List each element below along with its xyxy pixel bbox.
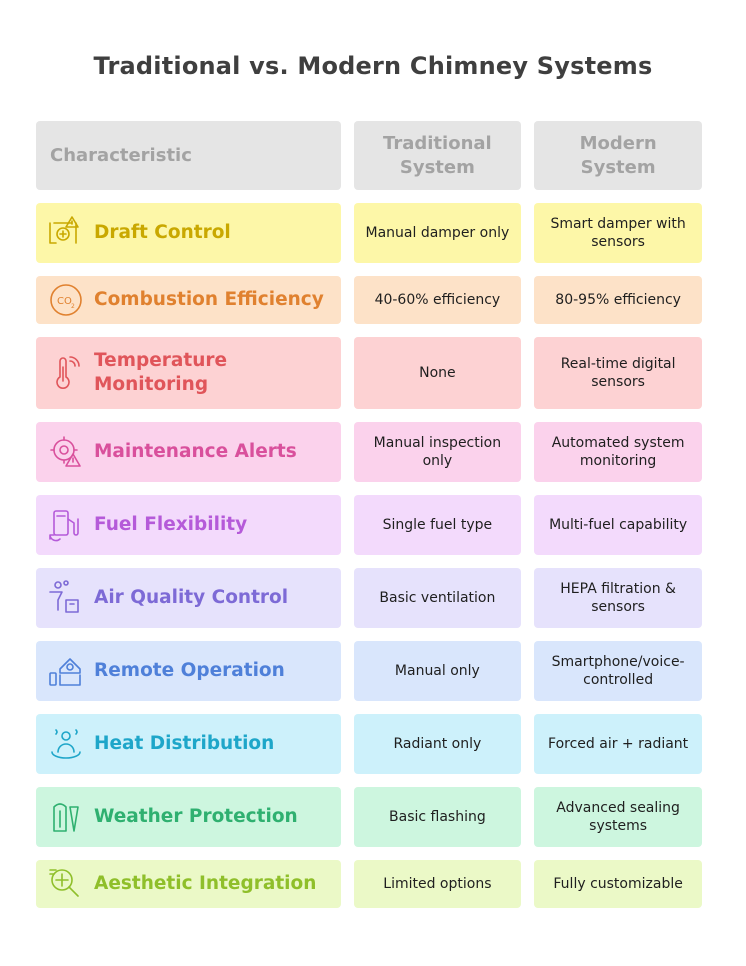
table-row: Fuel Flexibility Single fuel type Multi-fu…	[36, 495, 702, 555]
heat-person-icon	[46, 724, 86, 764]
table-row: Temperature Monitoring None Real-time digi…	[36, 337, 702, 409]
characteristic-label: Air Quality Control	[94, 587, 289, 608]
air-filter-icon	[46, 578, 86, 618]
characteristic-cell: Weather Protection	[36, 787, 341, 847]
table-row: Heat Distribution Radiant only Forced air …	[36, 714, 702, 774]
characteristic-cell: Draft Control	[36, 203, 341, 263]
characteristic-label: Fuel Flexibility	[94, 514, 248, 535]
traditional-cell: 40-60% efficiency	[353, 276, 522, 324]
table-row: Air Quality Control Basic ventilation HEPA…	[36, 568, 702, 628]
thermometer-icon	[46, 353, 86, 393]
characteristic-cell: Air Quality Control	[36, 568, 341, 628]
gear-alert-icon	[46, 432, 86, 472]
co2-icon: CO 2	[46, 280, 86, 320]
traditional-cell: Limited options	[353, 860, 522, 908]
characteristic-label: Weather Protection	[94, 806, 298, 827]
comparison-table: Characteristic Traditional System Modern…	[36, 121, 702, 921]
table-row: Draft Control Manual damper only Smart dam…	[36, 203, 702, 263]
header-modern: Modern System	[534, 121, 702, 190]
header-characteristic: Characteristic	[36, 121, 341, 190]
modern-cell: Fully customizable	[534, 860, 702, 908]
table-row: Remote Operation Manual only Smartphone/vo…	[36, 641, 702, 701]
svg-text:2: 2	[71, 303, 75, 310]
characteristic-cell: Maintenance Alerts	[36, 422, 341, 482]
modern-cell: Advanced sealing systems	[534, 787, 702, 847]
fuel-pump-icon	[46, 505, 86, 545]
table-header-row: Characteristic Traditional System Modern…	[36, 121, 702, 190]
draft-warning-icon	[46, 213, 86, 253]
modern-cell: Smartphone/voice-controlled	[534, 641, 702, 701]
characteristic-label: Combustion Efficiency	[94, 289, 324, 310]
page-title: Traditional vs. Modern Chimney Systems	[93, 52, 653, 80]
modern-cell: HEPA filtration & sensors	[534, 568, 702, 628]
traditional-cell: Manual damper only	[353, 203, 522, 263]
traditional-cell: Basic ventilation	[353, 568, 522, 628]
characteristic-label: Draft Control	[94, 222, 231, 243]
traditional-cell: Manual inspection only	[353, 422, 522, 482]
traditional-cell: Single fuel type	[353, 495, 522, 555]
characteristic-cell: Temperature Monitoring	[36, 337, 341, 409]
traditional-cell: None	[353, 337, 522, 409]
smart-home-icon	[46, 651, 86, 691]
modern-cell: Real-time digital sensors	[534, 337, 702, 409]
characteristic-cell: Fuel Flexibility	[36, 495, 341, 555]
table-row: Aesthetic Integration Limited options Full…	[36, 860, 702, 908]
table-row: CO 2 Combustion Efficiency 40-60% efficienc…	[36, 276, 702, 324]
modern-cell: Smart damper with sensors	[534, 203, 702, 263]
magnifier-design-icon	[46, 864, 86, 904]
characteristic-label: Aesthetic Integration	[94, 873, 317, 894]
characteristic-cell: Heat Distribution	[36, 714, 341, 774]
traditional-cell: Radiant only	[353, 714, 522, 774]
characteristic-cell: Remote Operation	[36, 641, 341, 701]
characteristic-label: Maintenance Alerts	[94, 441, 297, 462]
table-row: Maintenance Alerts Manual inspection only…	[36, 422, 702, 482]
modern-cell: Multi-fuel capability	[534, 495, 702, 555]
traditional-cell: Basic flashing	[353, 787, 522, 847]
modern-cell: Forced air + radiant	[534, 714, 702, 774]
characteristic-label: Remote Operation	[94, 660, 285, 681]
characteristic-cell: Aesthetic Integration	[36, 860, 341, 908]
characteristic-cell: CO 2 Combustion Efficiency	[36, 276, 341, 324]
traditional-cell: Manual only	[353, 641, 522, 701]
table-row: Weather Protection Basic flashing Advanced…	[36, 787, 702, 847]
raincoat-icon	[46, 797, 86, 837]
characteristic-label: Temperature Monitoring	[94, 350, 228, 395]
modern-cell: Automated system monitoring	[534, 422, 702, 482]
svg-text:CO: CO	[57, 296, 72, 307]
header-traditional: Traditional System	[353, 121, 522, 190]
characteristic-label: Heat Distribution	[94, 733, 275, 754]
modern-cell: 80-95% efficiency	[534, 276, 702, 324]
